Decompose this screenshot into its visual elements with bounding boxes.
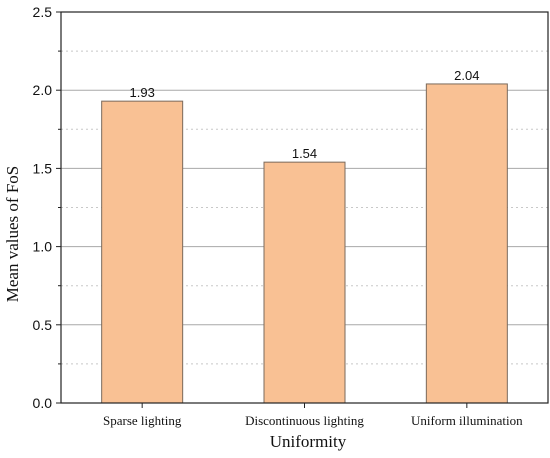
- y-tick-label: 0.0: [33, 395, 53, 411]
- label-layer: 1.93 Sparse lighting 1.54 Discontinuous lig…: [33, 4, 524, 428]
- y-axis-title: Mean values of FoS: [3, 166, 22, 302]
- x-tick-label: Sparse lighting: [103, 413, 182, 428]
- bar-value-label: 2.04: [454, 68, 479, 83]
- bar: [425, 83, 508, 404]
- bar: [101, 100, 184, 404]
- bar-layer: [101, 83, 508, 404]
- bar-value-label: 1.93: [130, 85, 155, 100]
- bar: [263, 161, 346, 404]
- y-tick-label: 2.0: [33, 82, 53, 98]
- x-axis-title: Uniformity: [270, 432, 347, 451]
- axis-layer: [56, 11, 549, 408]
- y-tick-label: 0.5: [33, 317, 53, 333]
- x-tick-label: Uniform illumination: [411, 413, 523, 428]
- y-tick-label: 2.5: [33, 4, 53, 20]
- bar-value-label: 1.54: [292, 146, 317, 161]
- x-tick-label: Discontinuous lighting: [245, 413, 364, 428]
- y-tick-label: 1.5: [33, 160, 53, 176]
- y-tick-label: 1.0: [33, 239, 53, 255]
